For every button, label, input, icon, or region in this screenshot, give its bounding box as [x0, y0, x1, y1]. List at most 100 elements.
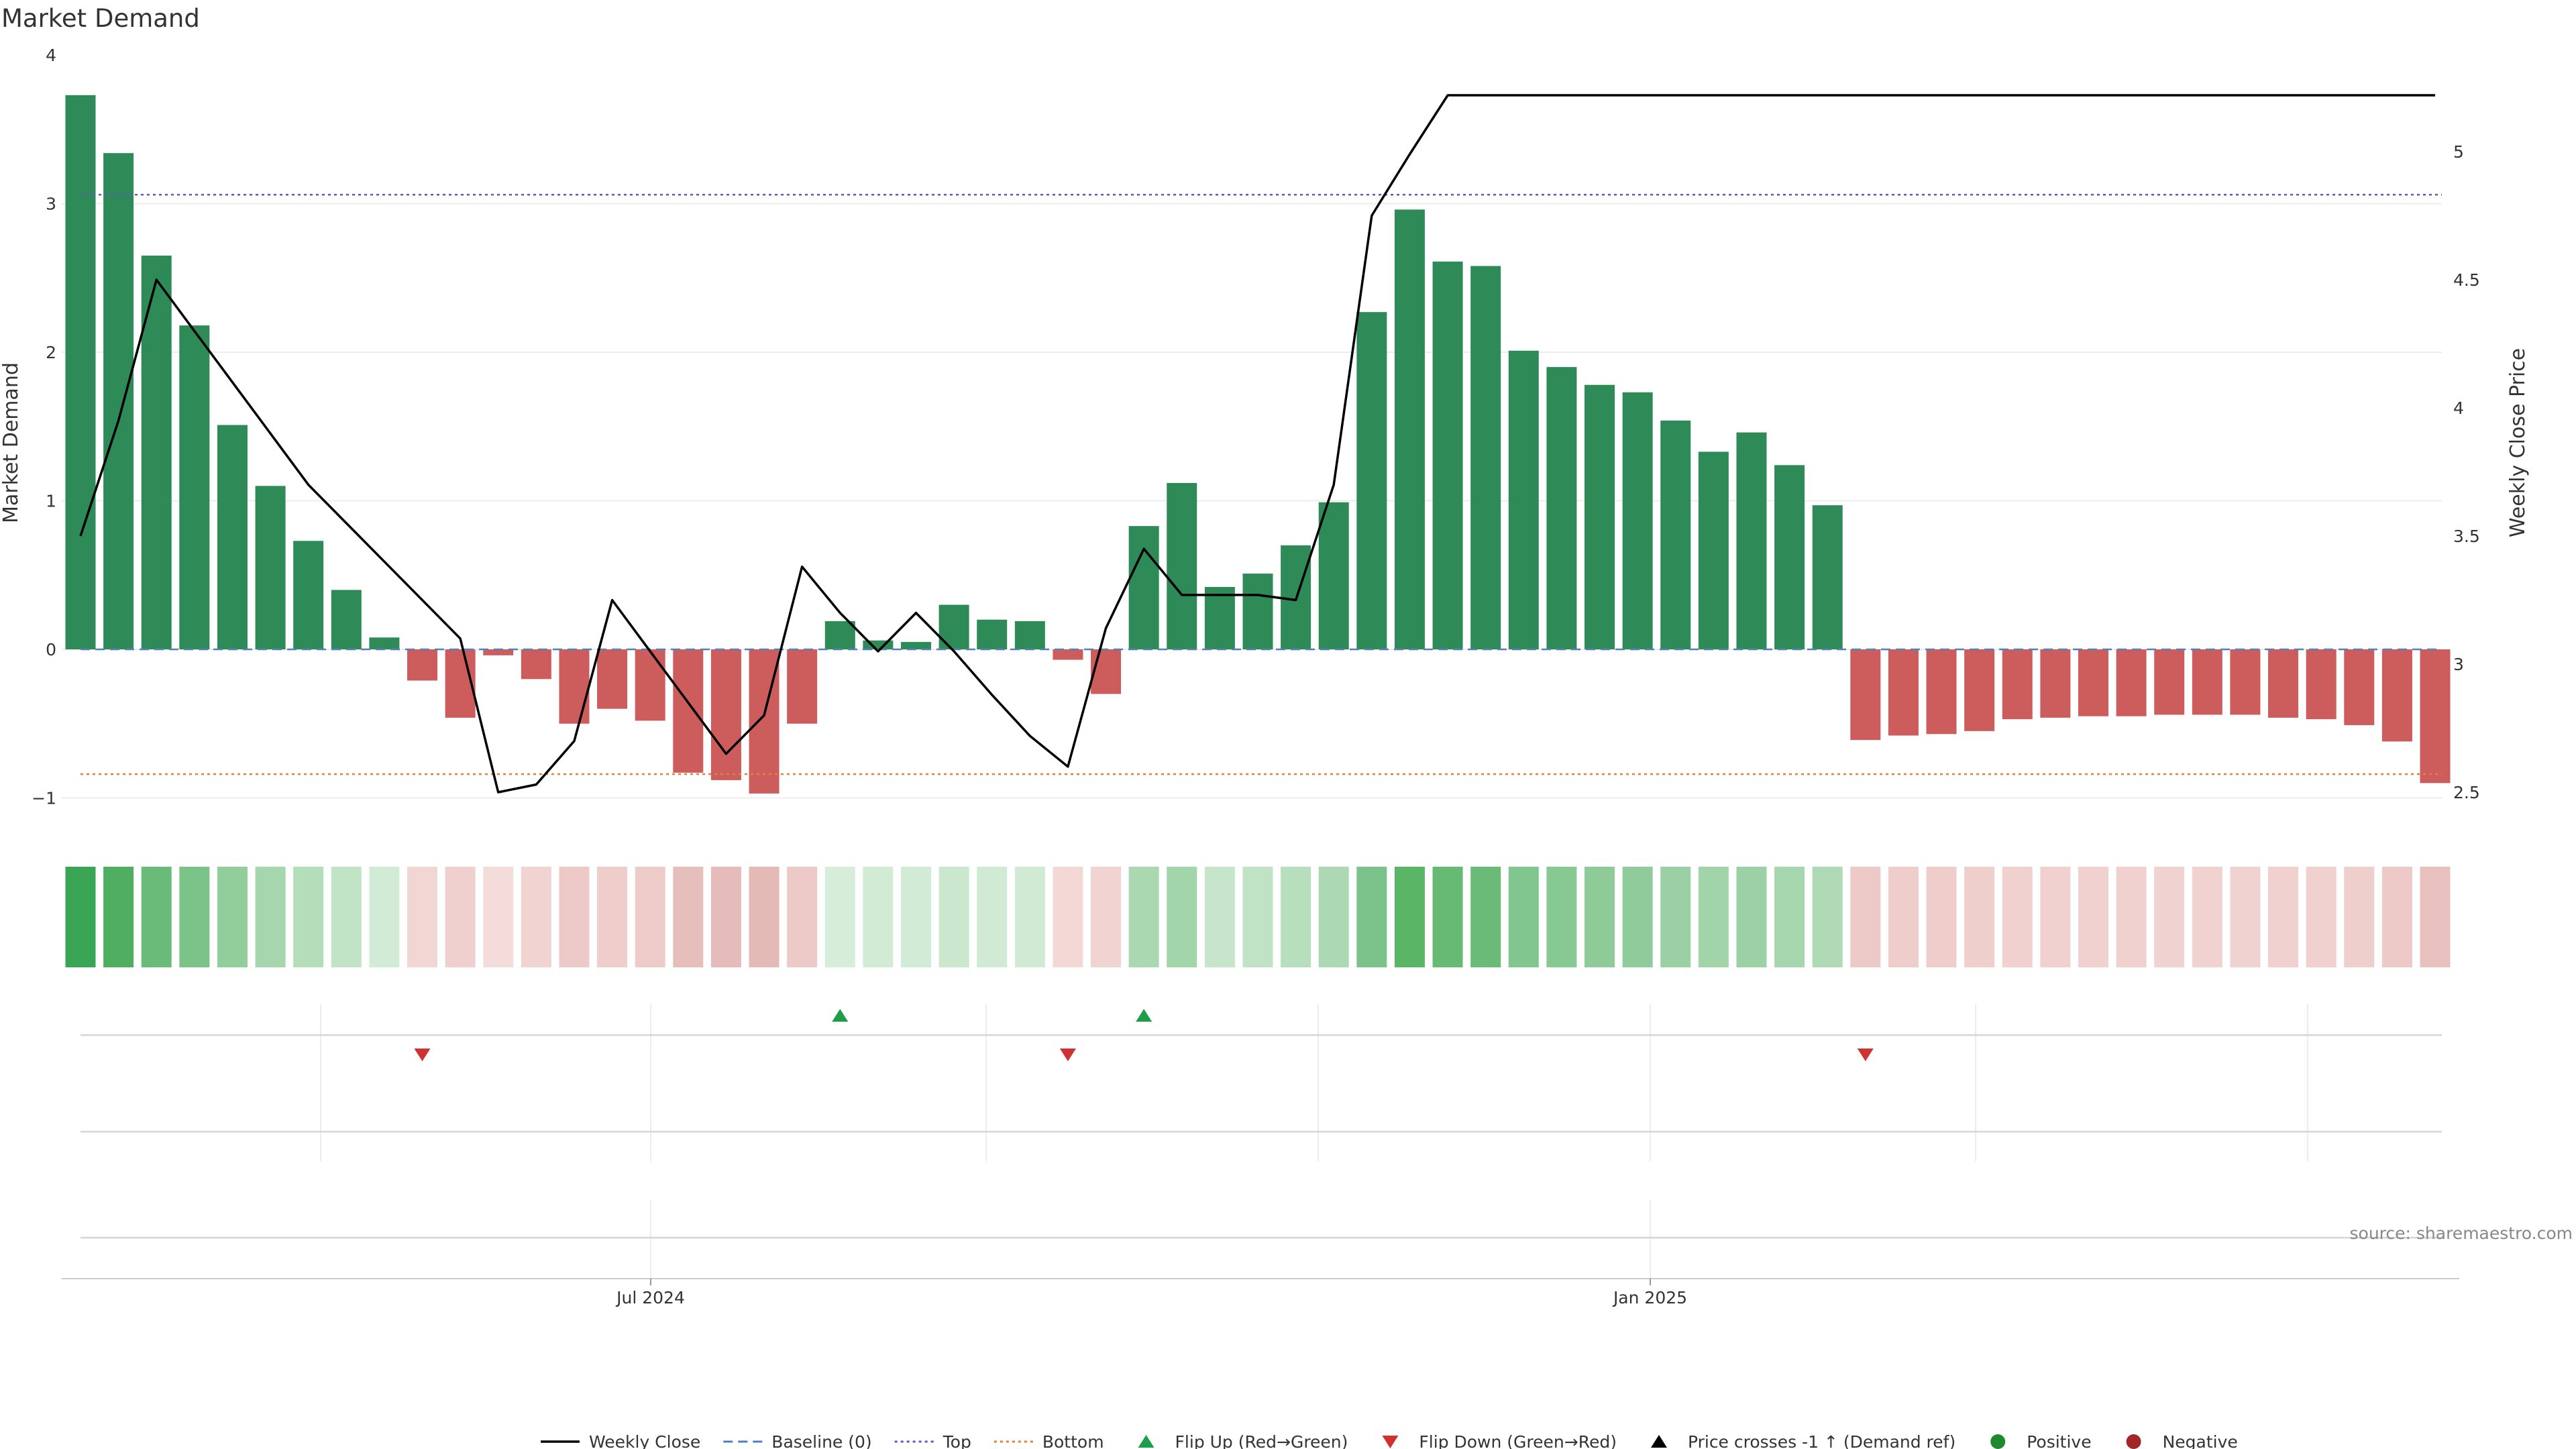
strip-cell: [1128, 867, 1159, 967]
legend-circle-icon: [2126, 1434, 2141, 1449]
y2-axis-label: Weekly Close Price: [2506, 348, 2530, 537]
legend-item: Top: [894, 1432, 971, 1449]
demand-bar: [1698, 451, 1729, 649]
strip-cell: [1964, 867, 1995, 967]
demand-bar: [2002, 649, 2033, 720]
strip-cell: [1850, 867, 1881, 967]
demand-bar: [2040, 649, 2071, 718]
demand-color-strip: [65, 867, 2451, 967]
demand-bar: [2344, 649, 2375, 725]
strip-cell: [2154, 867, 2185, 967]
demand-bar: [179, 325, 210, 649]
demand-bar: [1508, 350, 1539, 649]
demand-bar: [407, 649, 438, 681]
demand-bar: [2268, 649, 2299, 718]
legend-circle-icon: [1990, 1434, 2006, 1449]
demand-bar: [2192, 649, 2222, 715]
strip-cell: [2344, 867, 2375, 967]
demand-bar: [483, 649, 514, 655]
demand-bar: [1167, 482, 1197, 649]
demand-bar: [1964, 649, 1995, 731]
demand-bar: [1888, 649, 1919, 736]
legend-label: Negative: [2163, 1432, 2238, 1449]
demand-bar: [369, 637, 400, 649]
strip-cell: [1167, 867, 1197, 967]
y2-tick-label: 5: [2453, 142, 2464, 162]
strip-cell: [1622, 867, 1653, 967]
demand-bar: [1622, 392, 1653, 649]
strip-cell: [1281, 867, 1311, 967]
strip-cell: [483, 867, 514, 967]
x-axis: Jul 2024 Jan 2025: [62, 1278, 2459, 1307]
demand-bar: [900, 641, 931, 649]
strip-cell: [1508, 867, 1539, 967]
y-tick-label: 0: [46, 640, 56, 659]
legend-label: Baseline (0): [771, 1432, 871, 1449]
demand-bar: [103, 153, 134, 649]
strip-cell: [2268, 867, 2299, 967]
strip-cell: [1242, 867, 1273, 967]
demand-bar: [65, 95, 96, 649]
flip-down-marker: [1857, 1049, 1874, 1061]
demand-bar: [1091, 649, 1122, 694]
strip-cell: [331, 867, 362, 967]
strip-cell: [2306, 867, 2337, 967]
demand-bar: [938, 604, 969, 649]
legend-label: Flip Up (Red→Green): [1175, 1432, 1348, 1449]
strip-cell: [673, 867, 704, 967]
demand-bar: [1053, 649, 1083, 660]
demand-bar: [2306, 649, 2337, 720]
strip-cell: [1394, 867, 1425, 967]
strip-cell: [445, 867, 476, 967]
strip-cell: [103, 867, 134, 967]
strip-cell: [1812, 867, 1843, 967]
strip-cell: [179, 867, 210, 967]
x-tick-label: Jul 2024: [615, 1288, 685, 1307]
demand-bar: [1926, 649, 1957, 735]
demand-bar: [1850, 649, 1881, 741]
strip-cell: [1736, 867, 1767, 967]
demand-bar: [217, 425, 248, 649]
y2-tick-label: 3: [2453, 655, 2464, 674]
strip-cell: [369, 867, 400, 967]
y-tick-label: 3: [46, 195, 56, 214]
strip-cell: [938, 867, 969, 967]
strip-cell: [1204, 867, 1235, 967]
strip-cell: [1698, 867, 1729, 967]
strip-cell: [217, 867, 248, 967]
legend-label: Weekly Close: [589, 1432, 700, 1449]
demand-bar: [1774, 465, 1805, 649]
demand-bar: [1736, 432, 1767, 649]
source-note: source: sharemaestro.com: [2350, 1224, 2573, 1243]
flip-down-marker: [1059, 1049, 1076, 1061]
strip-cell: [1470, 867, 1501, 967]
demand-bar: [1394, 209, 1425, 649]
legend-item: Flip Down (Green→Red): [1382, 1432, 1617, 1449]
strip-cell: [1318, 867, 1349, 967]
strip-cell: [977, 867, 1008, 967]
demand-bar: [787, 649, 818, 724]
strip-cell: [2381, 867, 2412, 967]
strip-cell: [2192, 867, 2222, 967]
demand-bar: [1812, 505, 1843, 649]
legend-triangle-up-icon: [1650, 1435, 1667, 1448]
demand-bar: [1242, 574, 1273, 649]
demand-bar: [1660, 420, 1691, 649]
y-tick-label: 4: [46, 46, 56, 65]
strip-cell: [559, 867, 590, 967]
demand-bar: [293, 541, 324, 649]
demand-bar: [1318, 502, 1349, 649]
legend-label: Bottom: [1042, 1432, 1104, 1449]
demand-bar: [710, 649, 741, 780]
demand-bar: [2381, 649, 2412, 742]
demand-bar: [2230, 649, 2261, 715]
strip-cell: [787, 867, 818, 967]
strip-cell: [1432, 867, 1463, 967]
y-axis-label: Market Demand: [0, 362, 23, 523]
strip-cell: [1926, 867, 1957, 967]
demand-bar: [521, 649, 551, 680]
strip-cell: [710, 867, 741, 967]
legend-label: Top: [943, 1432, 971, 1449]
weekly-close-line: [79, 94, 2435, 794]
strip-cell: [1091, 867, 1122, 967]
